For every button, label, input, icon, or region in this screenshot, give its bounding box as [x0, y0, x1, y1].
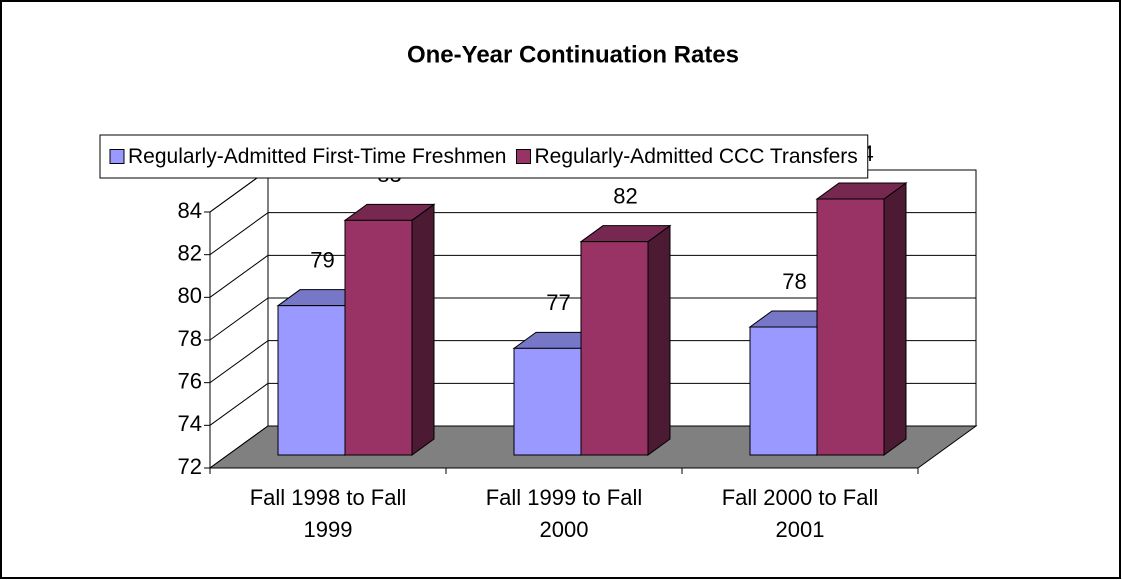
y-tick-label: 82	[178, 240, 202, 265]
legend-label: Regularly-Admitted First-Time Freshmen	[128, 145, 506, 168]
bar	[344, 219, 413, 456]
legend-label: Regularly-Admitted CCC Transfers	[534, 145, 857, 168]
y-tick-label: 72	[178, 454, 202, 479]
grid-line	[209, 382, 269, 426]
y-tick-label: 84	[178, 198, 202, 223]
bar-side	[647, 224, 671, 456]
bar-side	[883, 182, 907, 456]
y-tick-label: 74	[178, 411, 202, 436]
grid-line	[209, 212, 269, 256]
bar	[277, 305, 346, 456]
y-tick-label: 76	[178, 368, 202, 393]
bar	[513, 347, 582, 456]
bar	[816, 198, 885, 456]
data-label: 82	[613, 183, 637, 208]
legend-swatch	[515, 149, 531, 164]
x-tick-label: Fall 1999 to Fall 2000	[485, 485, 643, 542]
bar-side	[411, 203, 435, 456]
y-tick-label: 78	[178, 326, 202, 351]
grid-line	[209, 297, 269, 341]
data-label: 77	[546, 290, 570, 315]
x-tick-label: Fall 2000 to Fall 2001	[721, 485, 879, 542]
grid-line	[209, 340, 269, 384]
x-tick-label: Fall 1998 to Fall 1999	[249, 485, 407, 542]
data-label: 79	[310, 247, 334, 272]
grid-line	[209, 254, 269, 298]
bar	[749, 326, 818, 456]
legend-swatch	[109, 149, 125, 164]
y-tick-label: 80	[178, 283, 202, 308]
legend-box	[99, 134, 869, 179]
data-label: 78	[782, 269, 806, 294]
chart-title: One-Year Continuation Rates	[407, 41, 739, 68]
bar	[580, 241, 649, 456]
